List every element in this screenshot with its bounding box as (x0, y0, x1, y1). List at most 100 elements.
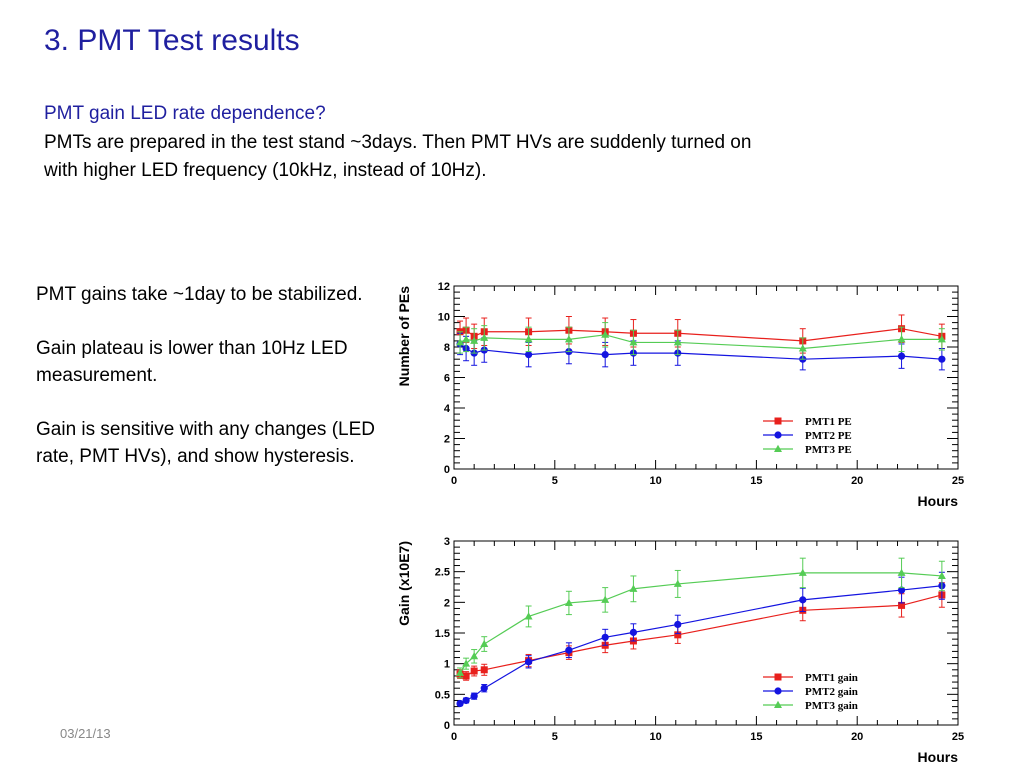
legend: PMT1 gain PMT2 gain PMT3 gain (763, 672, 858, 712)
x-tick-label: 15 (750, 475, 762, 487)
slide-subtitle: PMT gain LED rate dependence? (44, 103, 326, 124)
y-tick-label: 10 (438, 312, 450, 324)
x-axis-title: Hours (918, 493, 959, 509)
data-point (564, 598, 573, 606)
y-tick-label: 2 (444, 597, 450, 609)
legend-label: PMT1 gain (805, 672, 858, 684)
data-point (937, 335, 946, 343)
legend-marker (774, 417, 782, 425)
data-point (462, 335, 471, 343)
y-tick-label: 6 (444, 373, 450, 385)
legend-label: PMT2 gain (805, 686, 858, 698)
legend-marker (774, 673, 782, 681)
data-point (897, 568, 906, 576)
y-tick-label: 0.5 (435, 689, 450, 701)
legend-marker (774, 700, 782, 708)
data-point (897, 335, 906, 343)
data-point (470, 652, 479, 660)
legend-label: PMT3 PE (805, 444, 852, 456)
gain-chart: 0 5 10 15 20 25 0 0.5 1 1.5 2 2.5 3 Hours Gain (x10E7)… (396, 536, 964, 765)
data-point (524, 612, 533, 620)
data-point (799, 596, 807, 604)
data-point (456, 668, 465, 676)
data-point (462, 696, 470, 705)
series-1 (456, 314, 946, 354)
series-1 (456, 582, 946, 681)
x-tick-label: 10 (649, 475, 661, 487)
data-point (898, 601, 906, 609)
slide-date: 03/21/13 (60, 726, 111, 741)
intro-line: PMTs are prepared in the test stand ~3da… (44, 132, 752, 153)
data-point (480, 639, 489, 648)
data-point (798, 344, 807, 352)
data-point (674, 631, 682, 639)
data-point (629, 628, 638, 636)
series-line (459, 572, 942, 674)
data-point (629, 338, 638, 346)
data-point (938, 355, 946, 363)
series-3 (456, 557, 946, 679)
y-tick-label: 1.5 (435, 628, 450, 640)
x-tick-label: 5 (552, 731, 558, 743)
x-tick-label: 5 (552, 475, 558, 487)
data-point (629, 584, 638, 592)
note-item: Gain is sensitive with any changes (LED … (36, 419, 375, 467)
notes-list: PMT gains take ~1day to be stabilized. G… (36, 281, 376, 497)
data-point (601, 595, 610, 603)
x-axis-title: Hours (918, 749, 959, 765)
legend-label: PMT2 PE (805, 430, 852, 442)
data-point (462, 659, 471, 667)
data-point (897, 352, 906, 360)
data-point (480, 684, 488, 692)
note-item: Gain plateau is lower than 10Hz LED meas… (36, 338, 348, 386)
y-tick-label: 8 (444, 342, 450, 354)
y-tick-label: 0 (444, 464, 450, 476)
series-2 (456, 571, 946, 708)
data-point (601, 351, 609, 359)
intro-text: PMTs are prepared in the test stand ~3da… (44, 129, 944, 185)
data-point (673, 579, 682, 587)
y-axis-title: Gain (x10E7) (396, 541, 412, 626)
legend-label: PMT3 gain (805, 700, 858, 712)
x-tick-label: 20 (851, 731, 863, 743)
data-point (674, 620, 682, 629)
series-line (459, 343, 942, 360)
x-tick-label: 20 (851, 475, 863, 487)
data-point (897, 586, 906, 594)
data-point (456, 338, 465, 346)
data-point (524, 351, 533, 359)
legend: PMT1 PE PMT2 PE PMT3 PE (763, 416, 852, 456)
x-tick-label: 15 (750, 731, 762, 743)
x-tick-label: 0 (451, 475, 457, 487)
data-point (565, 646, 573, 654)
y-tick-label: 12 (438, 281, 450, 293)
y-tick-label: 4 (444, 403, 451, 415)
x-tick-label: 0 (451, 731, 457, 743)
y-tick-label: 1 (444, 659, 450, 671)
data-point (470, 692, 478, 700)
legend-marker (774, 431, 782, 439)
series-line (459, 334, 942, 350)
x-tick-label: 10 (649, 731, 661, 743)
y-tick-label: 2.5 (435, 567, 450, 579)
data-point (601, 633, 609, 641)
series-3 (456, 322, 946, 360)
data-point (564, 335, 573, 343)
x-tick-label: 25 (952, 475, 964, 487)
series-line (459, 594, 943, 677)
data-point (462, 672, 470, 680)
y-axis-title: Number of PEs (396, 286, 412, 387)
legend-marker (774, 687, 782, 695)
plot-frame (453, 540, 959, 726)
data-point (470, 336, 479, 344)
data-point (524, 658, 533, 666)
legend-label: PMT1 PE (805, 416, 852, 428)
data-point (798, 568, 807, 576)
data-point (673, 338, 682, 346)
plot-frame (453, 285, 959, 470)
series-line (459, 585, 942, 705)
data-point (470, 667, 478, 675)
y-tick-label: 3 (444, 536, 450, 548)
data-point (456, 699, 464, 708)
data-point (601, 330, 610, 338)
